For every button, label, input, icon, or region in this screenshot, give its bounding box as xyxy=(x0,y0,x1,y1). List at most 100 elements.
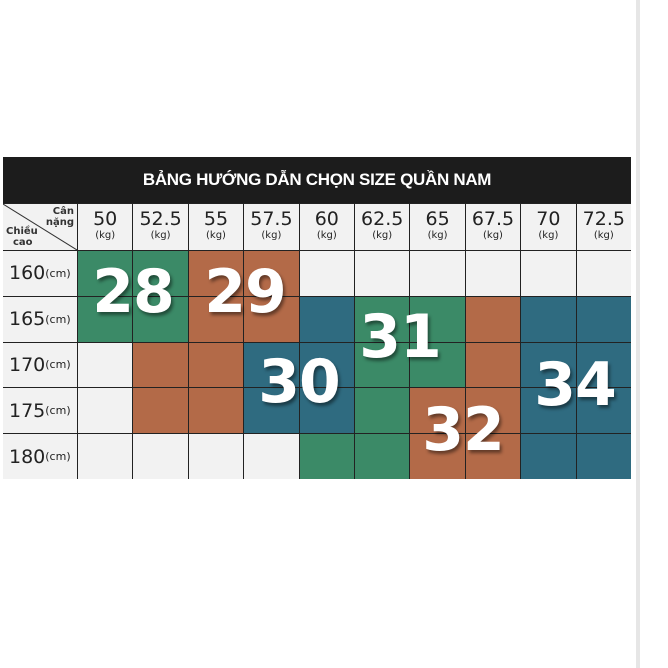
size-cell xyxy=(355,251,410,296)
size-cell xyxy=(465,388,521,434)
weight-unit: (kg) xyxy=(372,230,393,241)
size-cell xyxy=(188,342,244,388)
weight-header: 72.5 (kg) xyxy=(576,204,631,250)
height-header: 170 (cm) xyxy=(3,342,77,388)
weight-unit: (kg) xyxy=(316,230,337,241)
weight-value: 70 xyxy=(536,208,561,230)
size-cell xyxy=(244,434,299,479)
weight-unit: (kg) xyxy=(150,230,171,241)
size-cell xyxy=(78,434,133,479)
diagonal-line xyxy=(3,204,77,250)
weight-unit: (kg) xyxy=(95,230,116,241)
size-cell xyxy=(244,342,299,388)
height-label: Chiều xyxy=(6,226,38,237)
size-cell xyxy=(244,251,299,296)
size-cell xyxy=(410,434,465,479)
height-unit: (cm) xyxy=(45,266,71,280)
height-value: 170 xyxy=(9,353,46,376)
size-cell xyxy=(576,296,631,342)
size-cell xyxy=(465,251,521,296)
weight-value: 65 xyxy=(425,208,450,230)
weight-unit: (kg) xyxy=(427,230,448,241)
size-cell xyxy=(355,388,410,434)
size-cell xyxy=(465,296,521,342)
height-label-2: cao xyxy=(12,237,33,248)
height-value: 160 xyxy=(9,262,46,285)
size-cell xyxy=(576,342,631,388)
size-label: 34 xyxy=(534,350,616,420)
size-label: 28 xyxy=(92,257,174,327)
weight-value: 60 xyxy=(314,208,339,230)
size-cell xyxy=(78,388,133,434)
weight-value: 72.5 xyxy=(582,208,625,230)
size-cell xyxy=(410,251,465,296)
size-cell xyxy=(521,296,576,342)
weight-unit: (kg) xyxy=(206,230,226,241)
size-label: 32 xyxy=(422,395,504,465)
size-cell xyxy=(299,251,354,296)
weight-unit: (kg) xyxy=(538,230,559,241)
height-header: 175 (cm) xyxy=(3,388,77,434)
size-cell xyxy=(355,342,410,388)
chart-title: BẢNG HƯỚNG DẪN CHỌN SIZE QUẦN NAM xyxy=(142,170,492,189)
height-unit: (cm) xyxy=(45,404,71,418)
size-label: 29 xyxy=(204,257,286,327)
weight-header: 57.5 (kg) xyxy=(244,204,299,250)
size-cell xyxy=(133,388,188,434)
height-header: 165 (cm) xyxy=(3,296,77,342)
size-cell xyxy=(78,296,133,342)
height-unit: (cm) xyxy=(45,450,71,464)
height-value: 180 xyxy=(9,445,46,468)
height-value: 175 xyxy=(9,399,46,422)
size-cell xyxy=(521,342,576,388)
size-cell xyxy=(410,296,465,342)
size-cell xyxy=(299,296,354,342)
size-cell xyxy=(465,434,521,479)
size-cell xyxy=(188,388,244,434)
size-cell xyxy=(410,342,465,388)
weight-header: 52.5 (kg) xyxy=(133,204,188,250)
weight-value: 55 xyxy=(203,208,229,230)
weight-value: 52.5 xyxy=(139,208,182,230)
height-header: 160 (cm) xyxy=(3,251,77,296)
size-cell xyxy=(299,388,354,434)
size-cell xyxy=(133,342,188,388)
size-cell xyxy=(133,434,188,479)
page-edge xyxy=(636,0,640,668)
weight-label-2: nặng xyxy=(45,217,74,228)
size-cell xyxy=(188,434,244,479)
size-cell xyxy=(133,251,188,296)
size-cell xyxy=(78,251,133,296)
weight-unit: (kg) xyxy=(483,230,503,241)
size-cell xyxy=(576,434,631,479)
weight-header: 65 (kg) xyxy=(410,204,465,250)
weight-unit: (kg) xyxy=(261,230,282,241)
size-cell xyxy=(521,434,576,479)
weight-header: 60 (kg) xyxy=(299,204,354,250)
weight-header: 50 (kg) xyxy=(78,204,133,250)
size-cell xyxy=(78,342,133,388)
size-grid: Cân nặng Chiều cao 50 (kg) 52.5 (kg) 55 (kg) 57… xyxy=(3,203,631,479)
size-cell xyxy=(521,388,576,434)
weight-header: 62.5 (kg) xyxy=(355,204,410,250)
size-chart: BẢNG HƯỚNG DẪN CHỌN SIZE QUẦN NAM Cân nặn… xyxy=(3,157,631,479)
size-cell xyxy=(188,296,244,342)
size-cell xyxy=(576,388,631,434)
size-cell xyxy=(188,251,244,296)
size-cell xyxy=(410,388,465,434)
weight-value: 50 xyxy=(93,208,118,230)
size-cell xyxy=(576,251,631,296)
size-cell xyxy=(521,251,576,296)
weight-label: Cân xyxy=(52,206,74,217)
weight-value: 57.5 xyxy=(250,208,293,230)
corner-cell: Cân nặng Chiều cao xyxy=(3,204,77,250)
weight-unit: (kg) xyxy=(593,230,614,241)
weight-header: 67.5 (kg) xyxy=(465,204,521,250)
height-value: 165 xyxy=(9,308,46,331)
height-header: 180 (cm) xyxy=(3,434,77,479)
size-cell xyxy=(299,342,354,388)
size-cell xyxy=(299,434,354,479)
size-cell xyxy=(133,296,188,342)
size-cell xyxy=(465,342,521,388)
weight-value: 67.5 xyxy=(471,208,515,230)
